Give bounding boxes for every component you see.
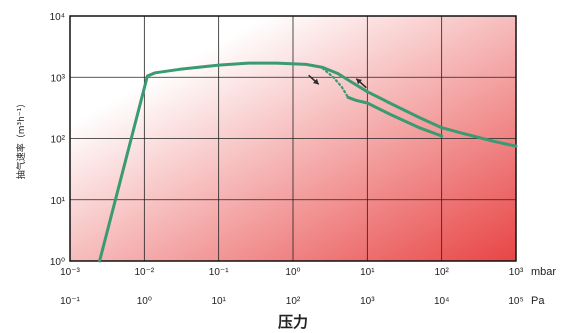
y-tick-label: 10² xyxy=(51,135,66,146)
x-axis-title: 压力 xyxy=(278,313,308,331)
arrow-head xyxy=(356,78,363,85)
x-tick-labels-pa: 10⁻¹ 10⁰ 10¹ 10² 10³ 10⁴ 10⁵ xyxy=(60,296,524,307)
x-tick-label-mbar: 10³ xyxy=(509,267,524,278)
arrow-head xyxy=(312,78,319,85)
arrow-group xyxy=(308,74,367,89)
series-line xyxy=(98,61,518,263)
x-tick-label-mbar: 10¹ xyxy=(360,267,375,278)
y-axis-title: 抽气速率（m³h⁻¹） xyxy=(15,99,27,179)
x-tick-label-pa: 10⁴ xyxy=(434,296,449,307)
x-tick-label-pa: 10⁵ xyxy=(508,296,523,307)
series-line-dotted xyxy=(321,67,350,99)
y-tick-label: 10⁰ xyxy=(50,257,65,268)
y-tick-labels: 10⁰ 10¹ 10² 10³ 10⁴ xyxy=(50,12,66,268)
x-tick-label-mbar: 10⁰ xyxy=(285,267,300,278)
y-tick-label: 10¹ xyxy=(51,196,66,207)
series-group xyxy=(98,61,518,263)
x-tick-label-pa: 10³ xyxy=(360,296,375,307)
x-unit-pa: Pa xyxy=(531,295,545,307)
y-tick-label: 10⁴ xyxy=(50,12,65,23)
x-tick-label-pa: 10⁻¹ xyxy=(60,296,80,307)
x-tick-labels-mbar: 10⁻³ 10⁻² 10⁻¹ 10⁰ 10¹ 10² 10³ xyxy=(60,267,524,278)
direction-arrow xyxy=(308,74,320,85)
plot-frame xyxy=(69,15,517,262)
series-line xyxy=(346,95,444,138)
grid-lines xyxy=(70,16,516,261)
x-tick-label-mbar: 10⁻¹ xyxy=(209,267,229,278)
x-tick-label-pa: 10² xyxy=(286,296,301,307)
x-tick-label-pa: 10⁰ xyxy=(137,296,152,307)
x-tick-label-mbar: 10² xyxy=(434,267,449,278)
x-tick-label-pa: 10¹ xyxy=(211,296,226,307)
y-tick-label: 10³ xyxy=(51,73,66,84)
x-tick-label-mbar: 10⁻³ xyxy=(60,267,80,278)
x-unit-mbar: mbar xyxy=(531,266,556,278)
x-tick-label-mbar: 10⁻² xyxy=(134,267,154,278)
direction-arrow xyxy=(355,78,367,89)
